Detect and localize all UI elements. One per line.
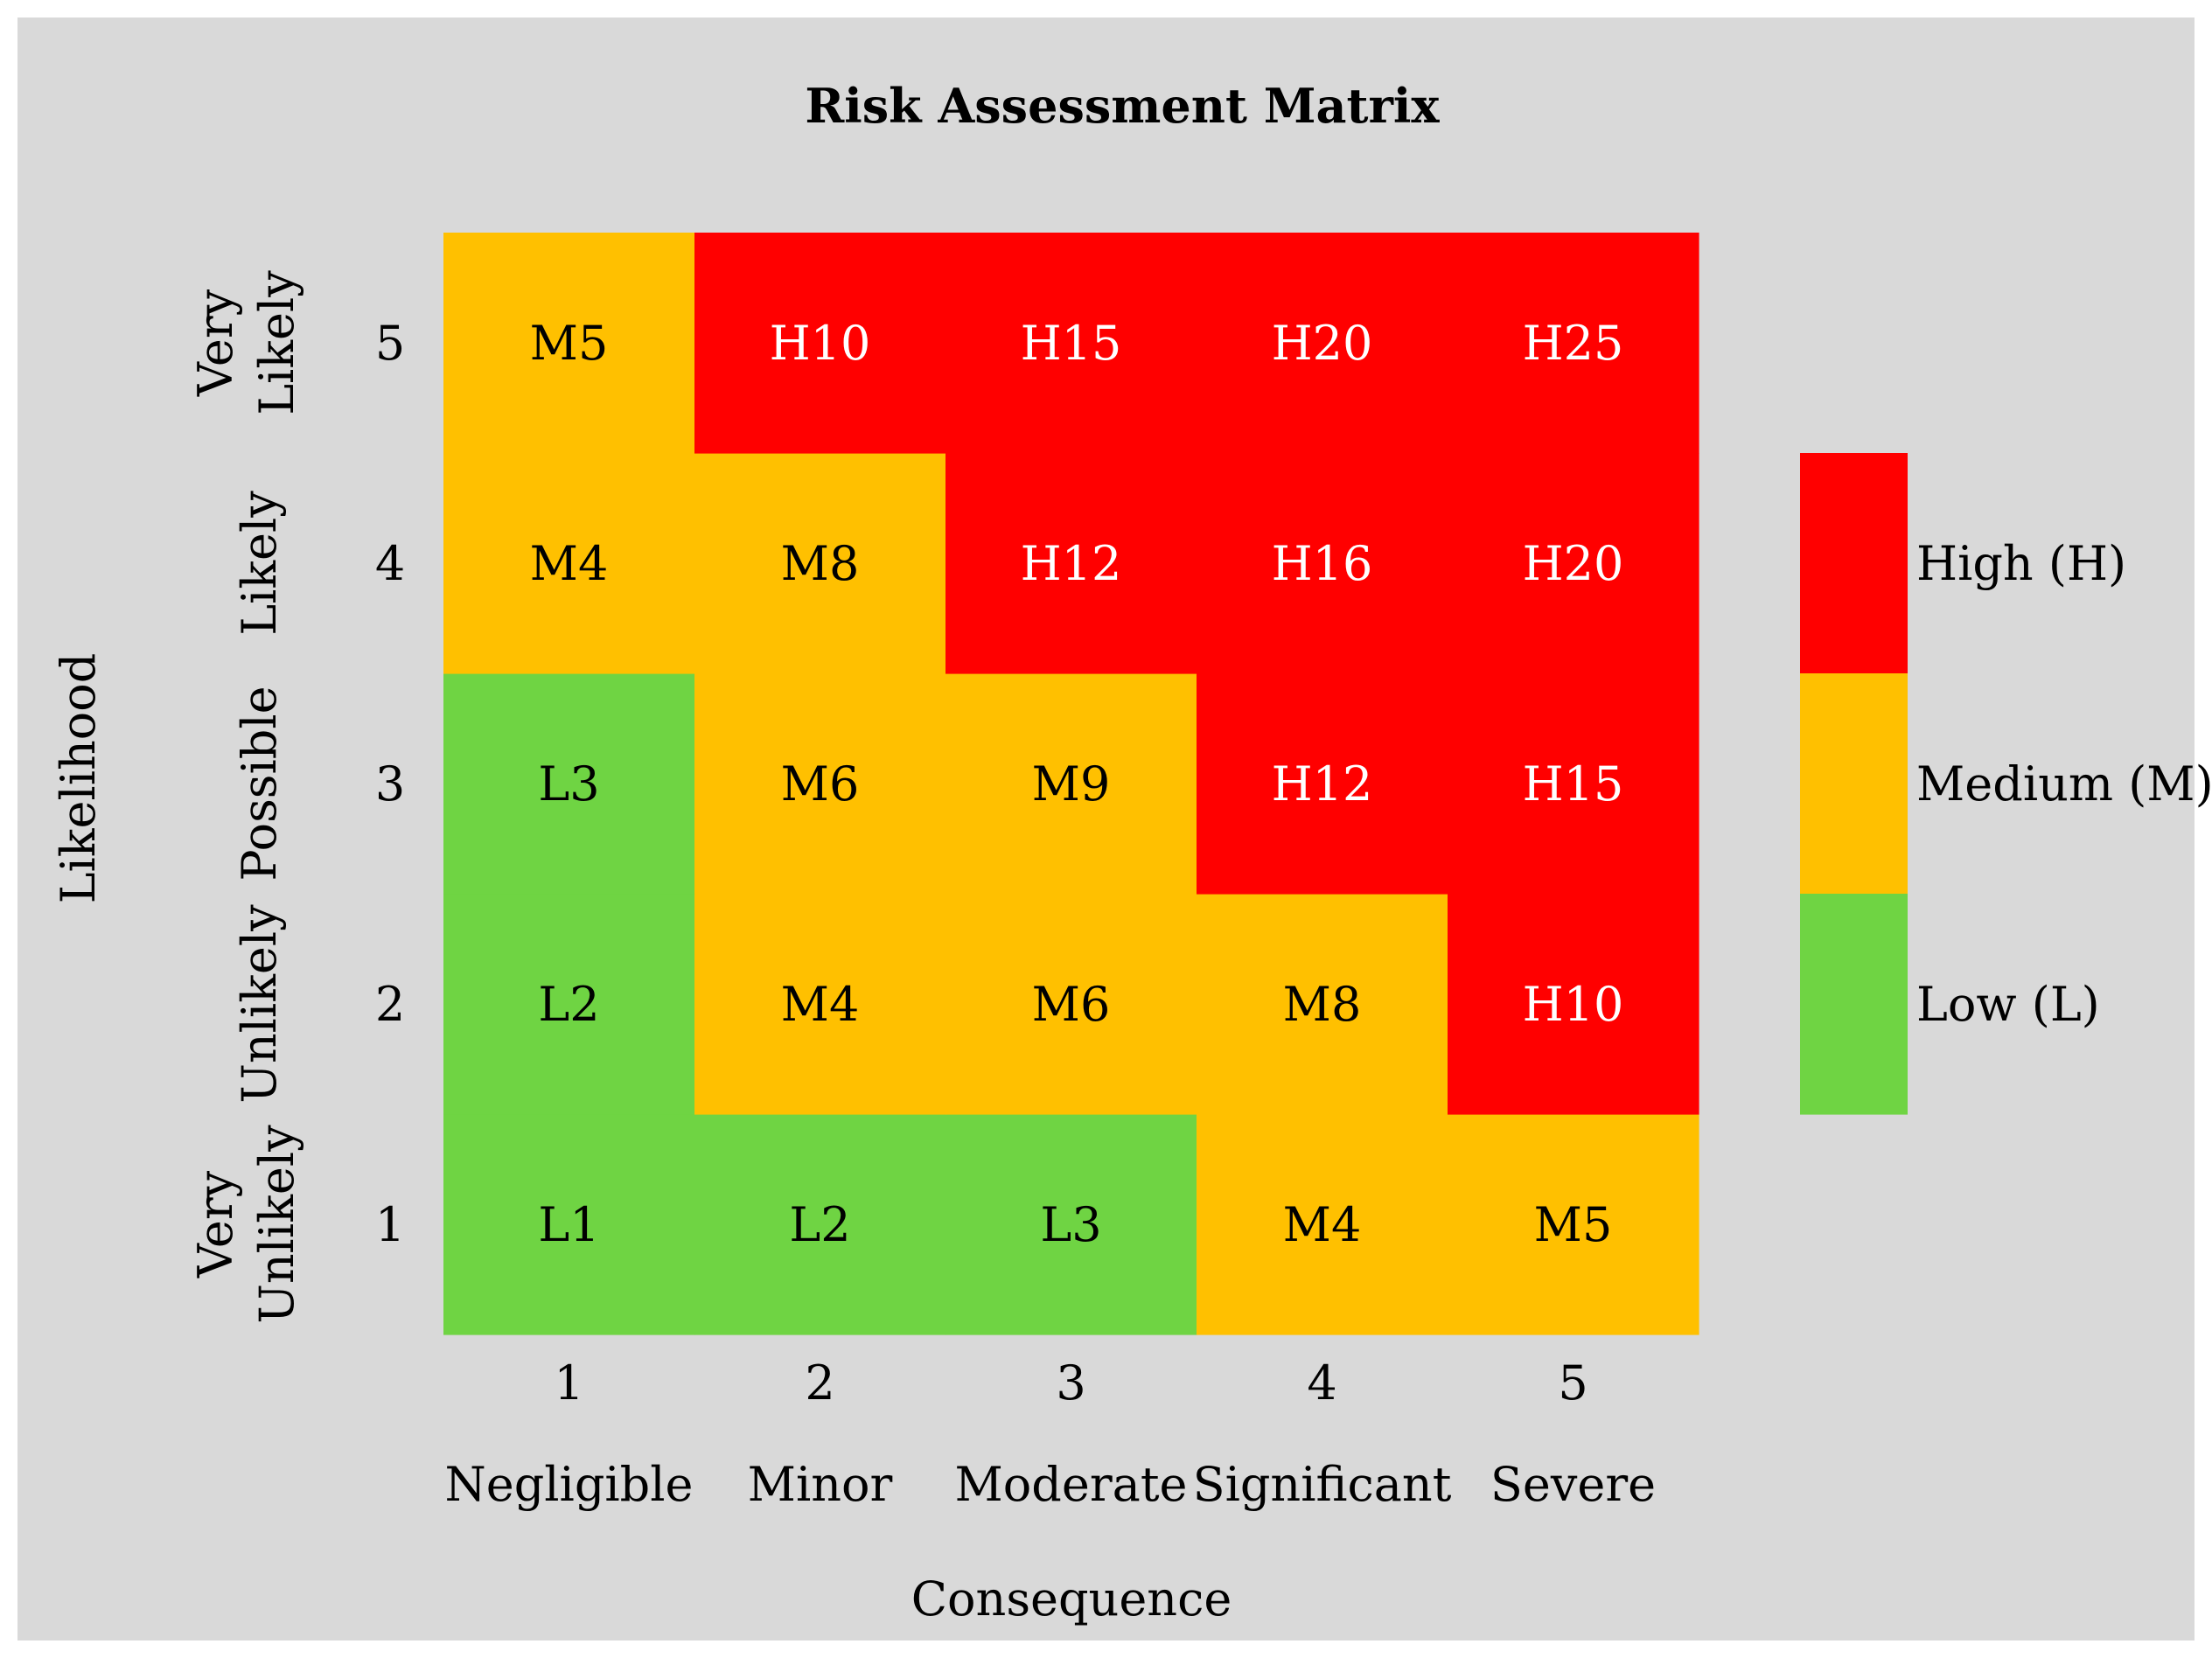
y-tick-label: 5: [375, 316, 405, 371]
matrix-cells: L1 L2 L3 M4 M5 L2 M4 M6 M8 H10 L3 M6 M9 H12 H15 M4 M8 H12…: [443, 233, 1699, 1335]
y-category-line: Possible: [232, 686, 287, 881]
cell-label: H16: [1272, 536, 1373, 591]
matrix-cell: [946, 233, 1197, 454]
matrix-cell: [946, 453, 1197, 674]
cell-label: H20: [1523, 536, 1624, 591]
y-axis-title: Likelihood: [51, 653, 106, 904]
matrix-cell: [694, 673, 946, 895]
matrix-cell: [1448, 673, 1699, 895]
cell-label: H15: [1021, 316, 1122, 371]
legend-swatch: [1800, 453, 1908, 674]
x-tick-label: 1: [554, 1355, 583, 1411]
legend-swatch: [1800, 673, 1908, 895]
matrix-cell: [443, 894, 695, 1115]
y-category-line: Likely: [232, 491, 287, 636]
legend-label: Low (L): [1916, 977, 2100, 1032]
y-category-label: Possible: [232, 686, 287, 881]
cell-label: M6: [781, 756, 860, 812]
x-category-label: Severe: [1490, 1457, 1656, 1512]
y-category-label: Likely: [232, 491, 287, 636]
x-tick-label: 2: [805, 1355, 834, 1411]
cell-label: L3: [1040, 1197, 1101, 1252]
matrix-cell: [443, 453, 695, 674]
x-tick-label: 3: [1056, 1355, 1085, 1411]
legend-swatch: [1800, 894, 1908, 1115]
chart-title: Risk Assessment Matrix: [805, 78, 1440, 134]
x-category-labels: Negligible Minor Moderate Significant Severe: [445, 1457, 1657, 1512]
legend-label: High (H): [1916, 536, 2126, 591]
x-axis-title: Consequence: [911, 1571, 1232, 1627]
matrix-cell: [1197, 1114, 1448, 1335]
cell-label: M5: [1534, 1197, 1613, 1252]
x-tick-label: 4: [1307, 1355, 1336, 1411]
x-category-label: Significant: [1193, 1457, 1452, 1512]
x-category-label: Negligible: [445, 1457, 694, 1512]
y-category-line: Likely: [249, 270, 304, 415]
cell-label: M4: [781, 977, 860, 1032]
y-category-line: Unlikely: [249, 1125, 304, 1324]
cell-label: M4: [1283, 1197, 1362, 1252]
legend: High (H) Medium (M) Low (L): [1800, 453, 2212, 1115]
cell-label: H12: [1272, 756, 1373, 812]
x-category-label: Minor: [748, 1457, 893, 1512]
x-category-label: Moderate: [955, 1457, 1188, 1512]
cell-label: M8: [1283, 977, 1362, 1032]
matrix-cell: [443, 1114, 695, 1335]
y-category-label: Very Likely: [188, 270, 304, 415]
y-category-line: Very: [188, 1170, 243, 1278]
matrix-cell: [1448, 233, 1699, 454]
cell-label: H10: [770, 316, 871, 371]
matrix-cell: [946, 673, 1197, 895]
cell-label: L3: [538, 756, 599, 812]
cell-label: H25: [1523, 316, 1624, 371]
matrix-cell: [694, 1114, 946, 1335]
y-category-label: Unlikely: [232, 904, 287, 1104]
y-tick-label: 4: [375, 536, 405, 591]
matrix-cell: [443, 673, 695, 895]
cell-label: H15: [1523, 756, 1624, 812]
matrix-cell: [694, 453, 946, 674]
matrix-cell: [694, 894, 946, 1115]
y-tick-label: 2: [375, 977, 405, 1032]
matrix-cell: [1197, 453, 1448, 674]
cell-label: L1: [538, 1197, 599, 1252]
cell-label: M5: [530, 316, 609, 371]
cell-label: M9: [1032, 756, 1111, 812]
y-tick-label: 3: [375, 756, 405, 812]
matrix-cell: [946, 1114, 1197, 1335]
cell-label: M8: [781, 536, 860, 591]
matrix-cell: [1448, 1114, 1699, 1335]
matrix-cell: [1197, 894, 1448, 1115]
cell-label: H10: [1523, 977, 1624, 1032]
legend-label: Medium (M): [1916, 756, 2212, 812]
matrix-cell: [694, 233, 946, 454]
matrix-cell: [1448, 453, 1699, 674]
matrix-cell: [946, 894, 1197, 1115]
cell-label: L2: [538, 977, 599, 1032]
cell-label: H20: [1272, 316, 1373, 371]
y-tick-labels: 1 2 3 4 5: [375, 316, 405, 1252]
cell-label: M4: [530, 536, 609, 591]
x-tick-label: 5: [1558, 1355, 1587, 1411]
y-category-line: Very: [188, 289, 243, 397]
matrix-cell: [1448, 894, 1699, 1115]
x-tick-labels: 1 2 3 4 5: [554, 1355, 1587, 1411]
y-category-line: Unlikely: [232, 904, 287, 1104]
cell-label: M6: [1032, 977, 1111, 1032]
cell-label: H12: [1021, 536, 1122, 591]
cell-label: L2: [789, 1197, 850, 1252]
matrix-cell: [1197, 233, 1448, 454]
y-category-label: Very Unlikely: [188, 1125, 304, 1324]
matrix-cell: [1197, 673, 1448, 895]
y-tick-label: 1: [375, 1197, 405, 1252]
matrix-cell: [443, 233, 695, 454]
